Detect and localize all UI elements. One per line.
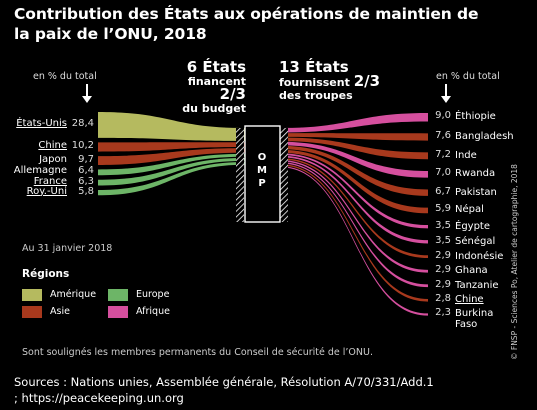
country-label-allemagne: Allemagne (13, 165, 67, 177)
legend-label: Europe (136, 289, 170, 300)
right-unit-label: en % du total (436, 71, 500, 82)
value-label-chine: 10,2 (71, 139, 94, 151)
value-label-tanzanie: 2,9 (435, 278, 451, 290)
country-label-bangladesh: Bangladesh (455, 130, 514, 142)
left-hatch-band (236, 128, 244, 222)
flow-indonesie (280, 158, 428, 259)
legend-swatch (22, 289, 42, 301)
value-label-japon: 9,7 (78, 153, 94, 165)
legend-label: Asie (50, 306, 70, 317)
down-arrow-icon (82, 84, 92, 104)
legend-swatch (108, 306, 128, 318)
value-label-roy-uni: 5,8 (78, 185, 94, 197)
date-note: Au 31 janvier 2018 (22, 243, 113, 254)
value-label-bangladesh: 7,6 (435, 129, 451, 141)
budget-annotation-fraction: 2/3 (219, 85, 246, 103)
country-label-etats-unis: États-Unis (16, 117, 67, 129)
flow-ethiopie (280, 113, 428, 133)
country-label-egypte: Égypte (455, 220, 491, 232)
flow-burkina-faso (280, 166, 428, 316)
value-label-nepal: 5,9 (435, 203, 451, 215)
troops-annotation-line2: fournissent (279, 76, 354, 89)
value-label-indonesie: 2,9 (435, 249, 451, 261)
legend-label: Amérique (50, 289, 97, 300)
value-label-burkina-faso: 2,3 (435, 307, 451, 319)
troops-annotation-fraction: 2/3 (353, 72, 381, 90)
country-label-roy-uni: Roy.-Uni (26, 185, 67, 197)
down-arrow-icon (441, 84, 451, 104)
troops-annotation-line3: des troupes (279, 89, 353, 102)
flow-bangladesh (280, 133, 428, 141)
budget-annotation-line3: du budget (182, 102, 246, 115)
value-label-rwanda: 7,0 (435, 167, 451, 179)
country-label-japon: Japon (39, 153, 67, 165)
legend-label: Afrique (136, 306, 170, 317)
flow-tanzanie (280, 162, 428, 288)
flow-chine (280, 164, 428, 302)
value-label-chine: 2,8 (435, 293, 451, 305)
value-label-etats-unis: 28,4 (71, 117, 94, 129)
omp-letter: O (258, 152, 267, 163)
value-label-egypte: 3,5 (435, 219, 451, 231)
flow-etats-unis (98, 112, 245, 142)
value-label-ghana: 2,9 (435, 264, 451, 276)
omp-box (244, 125, 281, 223)
country-label-inde: Inde (455, 149, 477, 161)
country-label-ethiopie: Éthiopie (455, 111, 496, 123)
country-label-pakistan: Pakistan (455, 186, 497, 198)
flow-senegal (280, 155, 428, 244)
credit: © FNSP - Sciences Po, Atelier de cartogr… (510, 164, 519, 360)
left-unit-label: en % du total (33, 71, 97, 82)
budget-annotation: 6 États financent 2/3 du budget (168, 58, 246, 116)
flow-japon (98, 148, 245, 165)
country-label-chine: Chine (38, 139, 67, 151)
right-hatch-band (280, 128, 288, 222)
flow-ghana (280, 160, 428, 273)
country-label-ghana: Ghana (455, 265, 488, 277)
legend-title: Régions (22, 268, 70, 280)
country-label-chine: Chine (455, 294, 484, 306)
troops-annotation-line1: 13 États (279, 58, 349, 76)
value-label-senegal: 3,5 (435, 234, 451, 246)
value-label-pakistan: 6,7 (435, 185, 451, 197)
flow-roy-uni (98, 162, 245, 196)
footnote: Sont soulignés les membres permanents du… (22, 347, 373, 358)
flow-egypte (280, 153, 428, 229)
budget-annotation-line1: 6 États (186, 58, 246, 76)
country-label-france: France (33, 175, 67, 187)
legend-swatch (22, 306, 42, 318)
country-label-tanzanie: Tanzanie (455, 279, 499, 291)
value-label-ethiopie: 9,0 (435, 110, 451, 122)
flow-rwanda (280, 141, 428, 178)
value-label-allemagne: 6,4 (78, 165, 94, 177)
country-label-senegal: Sénégal (455, 235, 496, 247)
budget-annotation-line2: financent (187, 75, 246, 88)
omp-letter: M (257, 165, 267, 176)
flow-nepal (280, 149, 428, 214)
chart-title: Contribution des États aux opérations de… (14, 5, 479, 43)
flow-inde (280, 137, 428, 160)
value-label-inde: 7,2 (435, 148, 451, 160)
legend-swatch (108, 289, 128, 301)
country-label-indonesie: Indonésie (455, 250, 504, 262)
country-label-nepal: Népal (455, 204, 484, 216)
flow-france (98, 157, 245, 186)
flow-pakistan (280, 145, 428, 196)
flow-chine (98, 142, 245, 152)
country-label-rwanda: Rwanda (455, 168, 496, 180)
sources: Sources : Nations unies, Assemblée génér… (14, 375, 434, 405)
country-label-burkina-faso: Burkina Faso (455, 308, 494, 331)
omp-letter: P (258, 178, 265, 189)
troops-annotation: 13 États fournissent 2/3 des troupes (279, 58, 389, 103)
value-label-france: 6,3 (78, 175, 94, 187)
flow-allemagne (98, 153, 245, 176)
